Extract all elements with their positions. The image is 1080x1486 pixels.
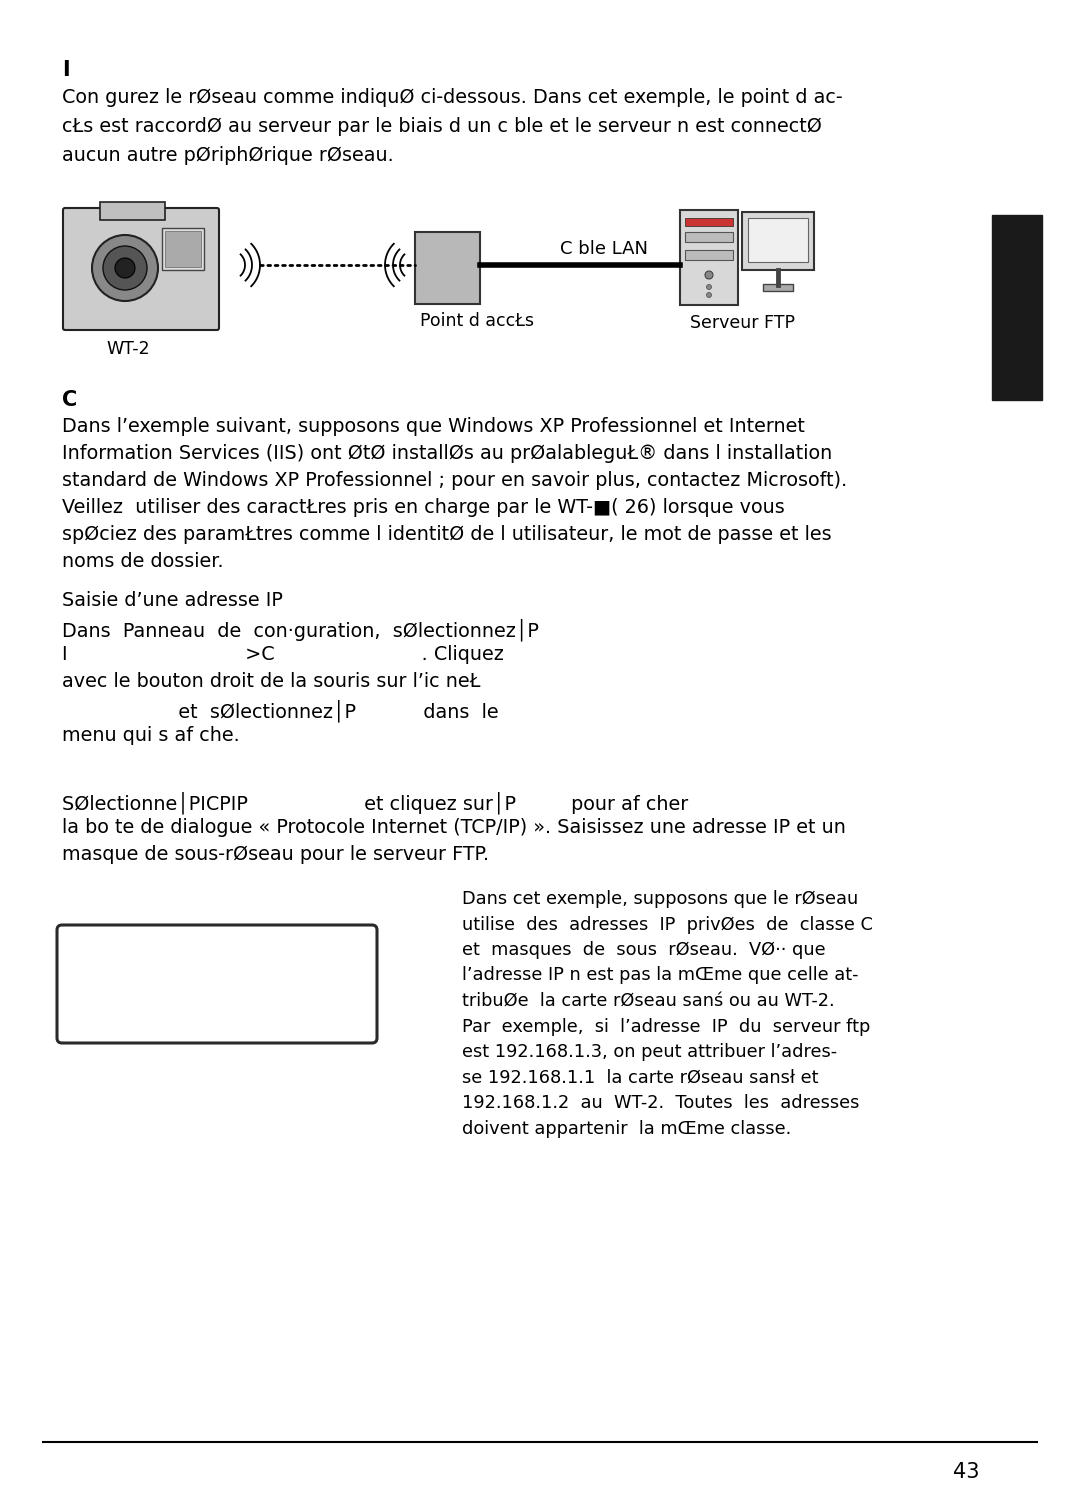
Text: SØlectionne│PICPIP                   et cliquez sur│P         pour af cher: SØlectionne│PICPIP et cliquez sur│P pour… bbox=[62, 791, 688, 813]
Text: masque de sous-rØseau pour le serveur FTP.: masque de sous-rØseau pour le serveur FT… bbox=[62, 846, 489, 863]
Text: avec le bouton droit de la souris sur l’ic neŁ: avec le bouton droit de la souris sur l’… bbox=[62, 672, 481, 691]
Text: aucun autre pØriphØrique rØseau.: aucun autre pØriphØrique rØseau. bbox=[62, 146, 394, 165]
Text: doivent appartenir  la mŒme classe.: doivent appartenir la mŒme classe. bbox=[462, 1119, 792, 1137]
Bar bbox=[100, 202, 165, 220]
Circle shape bbox=[706, 284, 712, 290]
Text: I                             >C                        . Cliquez: I >C . Cliquez bbox=[62, 645, 504, 664]
Bar bbox=[762, 284, 793, 291]
Text: Con gurez le rØseau comme indiquØ ci-dessous. Dans cet exemple, le point d ac-: Con gurez le rØseau comme indiquØ ci-des… bbox=[62, 88, 842, 107]
Bar bbox=[685, 250, 733, 260]
Text: Information Services (IIS) ont ØtØ installØs au prØalableguŁ® dans l installatio: Information Services (IIS) ont ØtØ insta… bbox=[62, 444, 833, 464]
Text: WT-2: WT-2 bbox=[106, 340, 150, 358]
Text: cŁs est raccordØ au serveur par le biais d un c ble et le serveur n est connectØ: cŁs est raccordØ au serveur par le biais… bbox=[62, 117, 822, 137]
Text: Veillez  utiliser des caractŁres pris en charge par le WT-■( 26) lorsque vous: Veillez utiliser des caractŁres pris en … bbox=[62, 498, 785, 517]
Text: utilise  des  adresses  IP  privØes  de  classe C: utilise des adresses IP privØes de class… bbox=[462, 915, 873, 933]
Text: la bo te de dialogue « Protocole Internet (TCP/IP) ». Saisissez une adresse IP e: la bo te de dialogue « Protocole Interne… bbox=[62, 817, 846, 837]
Bar bbox=[742, 212, 814, 270]
Text: Serveur FTP: Serveur FTP bbox=[690, 314, 795, 331]
Text: I: I bbox=[62, 59, 69, 80]
Text: 43: 43 bbox=[954, 1462, 980, 1482]
Bar bbox=[162, 227, 204, 270]
Text: spØciez des paramŁtres comme l identitØ de l utilisateur, le mot de passe et les: spØciez des paramŁtres comme l identitØ … bbox=[62, 525, 832, 544]
Text: Par  exemple,  si  l’adresse  IP  du  serveur ftp: Par exemple, si l’adresse IP du serveur … bbox=[462, 1018, 870, 1036]
Bar bbox=[748, 218, 808, 262]
Text: 192.168.1.2  au  WT-2.  Toutes  les  adresses: 192.168.1.2 au WT-2. Toutes les adresses bbox=[462, 1094, 860, 1112]
Text: standard de Windows XP Professionnel ; pour en savoir plus, contactez Microsoft): standard de Windows XP Professionnel ; p… bbox=[62, 471, 847, 490]
Text: tribuØe  la carte rØseau sanś ou au WT-2.: tribuØe la carte rØseau sanś ou au WT-2. bbox=[462, 993, 835, 1010]
Text: noms de dossier.: noms de dossier. bbox=[62, 551, 224, 571]
Circle shape bbox=[103, 247, 147, 290]
Circle shape bbox=[114, 259, 135, 278]
Bar bbox=[993, 215, 1042, 400]
Bar bbox=[685, 218, 733, 226]
FancyBboxPatch shape bbox=[63, 208, 219, 330]
Text: l’adresse IP n est pas la mŒme que celle at-: l’adresse IP n est pas la mŒme que celle… bbox=[462, 966, 859, 985]
Text: se 192.168.1.1  la carte rØseau sansł et: se 192.168.1.1 la carte rØseau sansł et bbox=[462, 1068, 819, 1086]
Text: Dans l’exemple suivant, supposons que Windows XP Professionnel et Internet: Dans l’exemple suivant, supposons que Wi… bbox=[62, 418, 805, 435]
FancyBboxPatch shape bbox=[57, 924, 377, 1043]
Text: et  sØlectionnez│P           dans  le: et sØlectionnez│P dans le bbox=[62, 698, 499, 722]
Text: Dans cet exemple, supposons que le rØseau: Dans cet exemple, supposons que le rØsea… bbox=[462, 890, 859, 908]
Text: et  masques  de  sous  rØseau.  VØ·· que: et masques de sous rØseau. VØ·· que bbox=[462, 941, 825, 958]
Circle shape bbox=[705, 270, 713, 279]
Circle shape bbox=[92, 235, 158, 302]
Text: C ble LAN: C ble LAN bbox=[561, 241, 648, 259]
Text: C: C bbox=[62, 389, 78, 410]
Text: Dans  Panneau  de  con·guration,  sØlectionnez│P: Dans Panneau de con·guration, sØlectionn… bbox=[62, 618, 539, 640]
Text: Point d accŁs: Point d accŁs bbox=[420, 312, 534, 330]
Bar bbox=[680, 210, 738, 305]
Bar bbox=[685, 232, 733, 242]
Text: menu qui s af che.: menu qui s af che. bbox=[62, 727, 240, 744]
Bar bbox=[415, 232, 480, 305]
Bar bbox=[165, 230, 201, 267]
Text: Saisie d’une adresse IP: Saisie d’une adresse IP bbox=[62, 591, 283, 609]
Text: est 192.168.1.3, on peut attribuer l’adres-: est 192.168.1.3, on peut attribuer l’adr… bbox=[462, 1043, 837, 1061]
Circle shape bbox=[706, 293, 712, 297]
